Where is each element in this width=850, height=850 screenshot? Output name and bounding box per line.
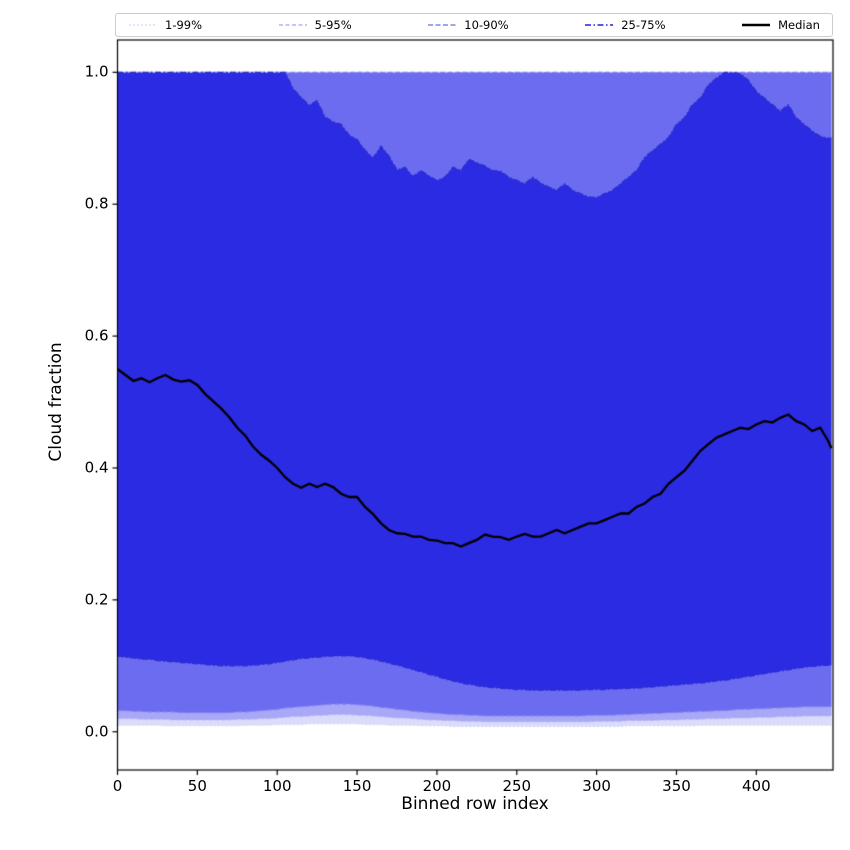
x-tick-label: 250 [502, 777, 532, 795]
y-axis-label: Cloud fraction [46, 342, 66, 462]
x-tick-label: 400 [742, 777, 771, 795]
x-tick-label: 0 [112, 777, 123, 795]
y-tick-label: 0.0 [84, 722, 109, 741]
x-axis-label: Binned row index [401, 794, 549, 814]
x-tick-label: 100 [262, 777, 292, 795]
y-tick-label: 0.2 [84, 590, 109, 609]
x-tick-label: 150 [342, 777, 372, 795]
x-tick-label: 200 [422, 777, 452, 795]
y-tick-label: 0.6 [84, 326, 109, 345]
x-tick-label: 50 [187, 777, 207, 795]
y-tick-label: 0.4 [84, 458, 109, 477]
y-tick-label: 0.8 [84, 194, 109, 213]
x-tick-label: 300 [582, 777, 611, 795]
x-tick-label: 350 [662, 777, 691, 795]
y-tick-label: 1.0 [84, 62, 109, 81]
